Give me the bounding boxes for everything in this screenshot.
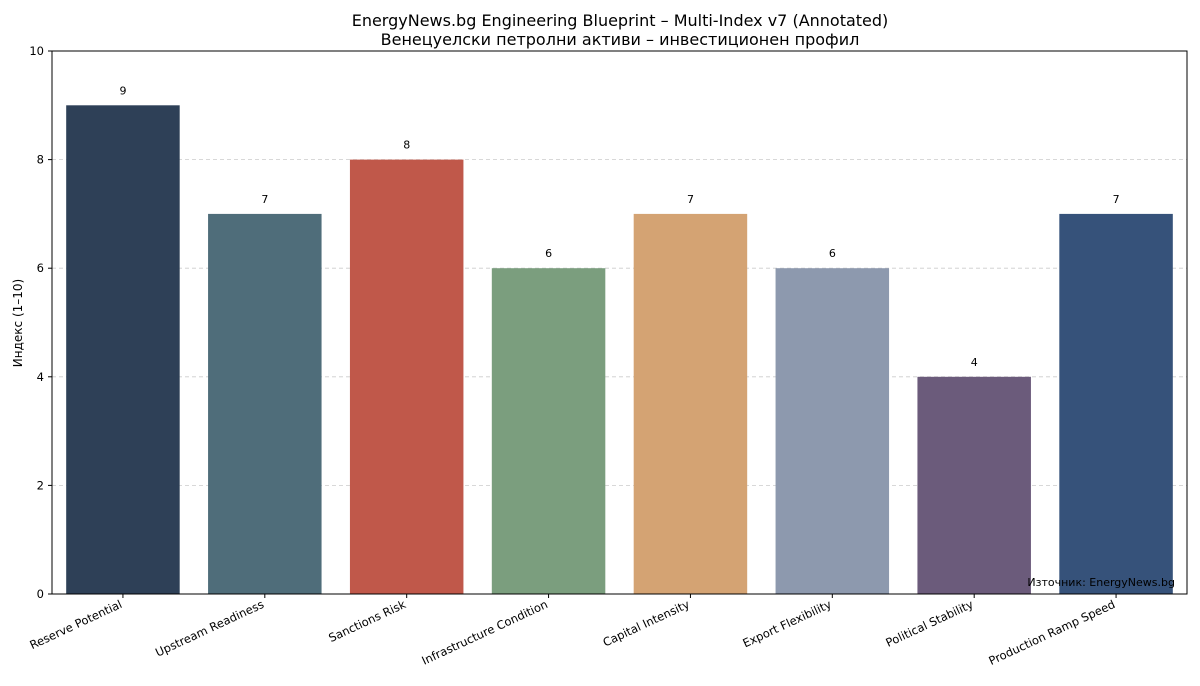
y-axis-label: Индекс (1–10) (11, 279, 25, 367)
x-tick-label: Upstream Readiness (153, 597, 266, 660)
x-tick-label: Capital Intensity (601, 597, 692, 650)
y-tick-label: 6 (37, 261, 44, 275)
data-label: 6 (545, 247, 552, 260)
chart-title: EnergyNews.bg Engineering Blueprint – Mu… (352, 11, 889, 30)
x-tick-label: Infrastructure Condition (420, 597, 550, 668)
y-axis: 0 2 4 6 8 10 (29, 44, 52, 601)
data-label: 9 (119, 84, 126, 97)
y-tick-label: 0 (37, 587, 44, 601)
data-label: 7 (687, 193, 694, 206)
x-axis: Reserve Potential Upstream Readiness Sanct… (27, 594, 1117, 668)
data-label: 4 (971, 356, 978, 369)
bar-upstream-readiness (208, 213, 322, 594)
bar-capital-intensity (633, 213, 748, 594)
data-label: 7 (261, 193, 268, 206)
y-tick-label: 4 (37, 370, 44, 384)
source-annotation: Източник: EnergyNews.bg (1027, 576, 1175, 589)
chart-subtitle: Венецуелски петролни активи – инвестицио… (381, 30, 860, 49)
bar-export-flexibility (775, 268, 890, 594)
bar-political-stability (917, 376, 1031, 594)
x-tick-label: Reserve Potential (27, 597, 124, 652)
bar-infrastructure-condition (491, 268, 606, 594)
bar-reserve-potential (66, 105, 180, 595)
bar-sanctions-risk (349, 159, 464, 594)
y-tick-label: 8 (37, 153, 44, 167)
data-label: 7 (1113, 193, 1120, 206)
x-tick-label: Sanctions Risk (326, 597, 408, 645)
y-tick-label: 2 (37, 478, 44, 492)
data-label: 6 (829, 247, 836, 260)
data-label: 8 (403, 139, 410, 152)
bars (66, 105, 1173, 595)
plot-frame (51, 50, 1188, 595)
x-tick-label: Production Ramp Speed (986, 597, 1117, 668)
x-tick-label: Political Stability (883, 597, 975, 650)
y-tick-label: 10 (29, 44, 44, 58)
bar-production-ramp-speed (1059, 213, 1173, 594)
data-labels: 9 7 8 6 7 6 4 7 (119, 84, 1120, 369)
x-tick-label: Export Flexibility (740, 597, 833, 650)
